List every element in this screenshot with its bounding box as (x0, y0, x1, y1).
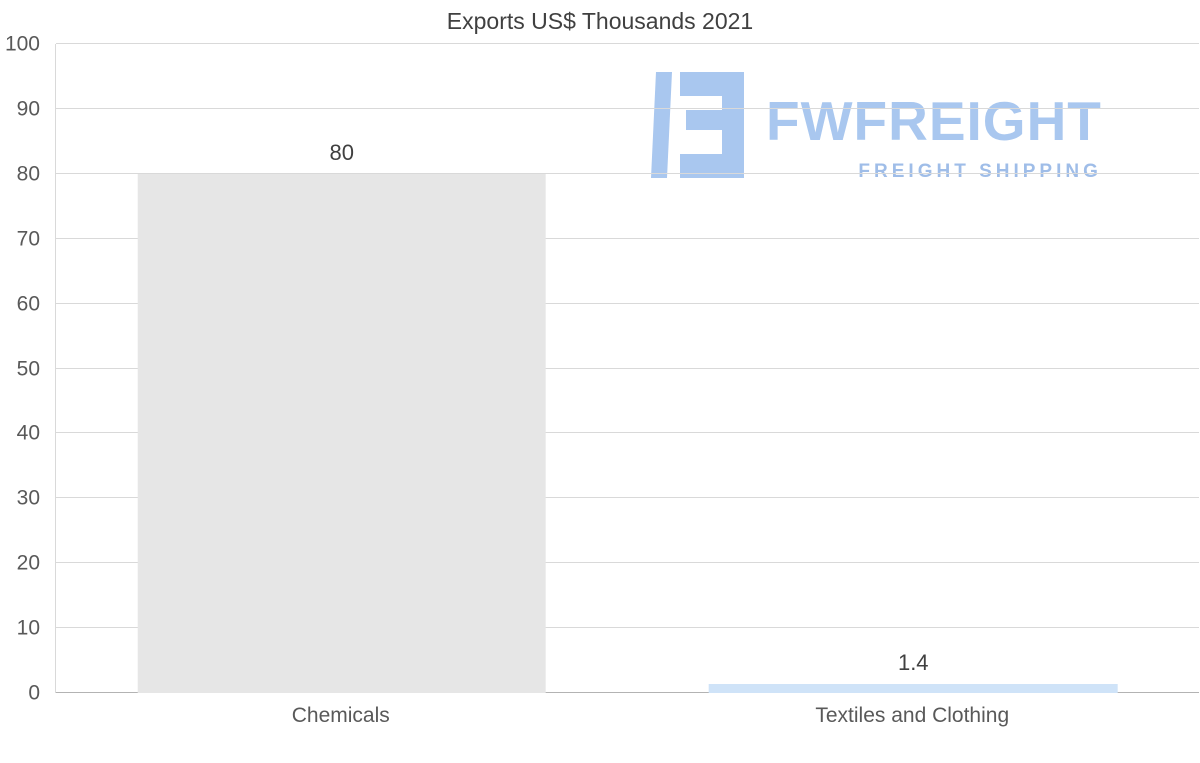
y-tick-label: 100 (4, 32, 40, 56)
gridline (56, 43, 1199, 44)
bar-slot: 80 (56, 44, 628, 693)
gridline (56, 432, 1199, 434)
gridline (56, 367, 1199, 369)
y-tick-label: 0 (28, 681, 40, 705)
y-tick-label: 40 (16, 421, 40, 445)
bar-slot: 1.4 (628, 44, 1200, 693)
gridline (56, 172, 1199, 174)
y-tick-label: 30 (16, 486, 40, 510)
y-tick-label: 50 (16, 357, 40, 380)
y-tick-label: 10 (16, 616, 40, 640)
y-tick-label: 80 (16, 162, 40, 186)
gridline (56, 627, 1199, 629)
gridline (56, 237, 1199, 239)
y-axis: 0 10 20 30 40 50 60 70 80 90 100 (0, 34, 48, 704)
bar-value-label: 80 (329, 139, 354, 165)
bar-chemicals (137, 173, 547, 693)
x-axis: Chemicals Textiles and Clothing (55, 704, 1198, 728)
category-label: Chemicals (291, 704, 390, 727)
gridline (56, 107, 1199, 109)
y-tick-label: 20 (16, 551, 40, 575)
y-tick-label: 60 (16, 292, 40, 316)
plot-area: 80 1.4 (55, 43, 1200, 693)
gridline (56, 302, 1199, 304)
gridline (56, 692, 1199, 693)
chart-title: Exports US$ Thousands 2021 (446, 8, 754, 34)
y-tick-label: 70 (16, 227, 40, 251)
category-label: Textiles and Clothing (815, 704, 1010, 727)
y-tick-label: 90 (16, 97, 40, 121)
bar-textiles-and-clothing (708, 683, 1118, 693)
gridline (56, 562, 1199, 564)
gridline (56, 497, 1199, 499)
bar-value-label: 1.4 (897, 649, 929, 675)
